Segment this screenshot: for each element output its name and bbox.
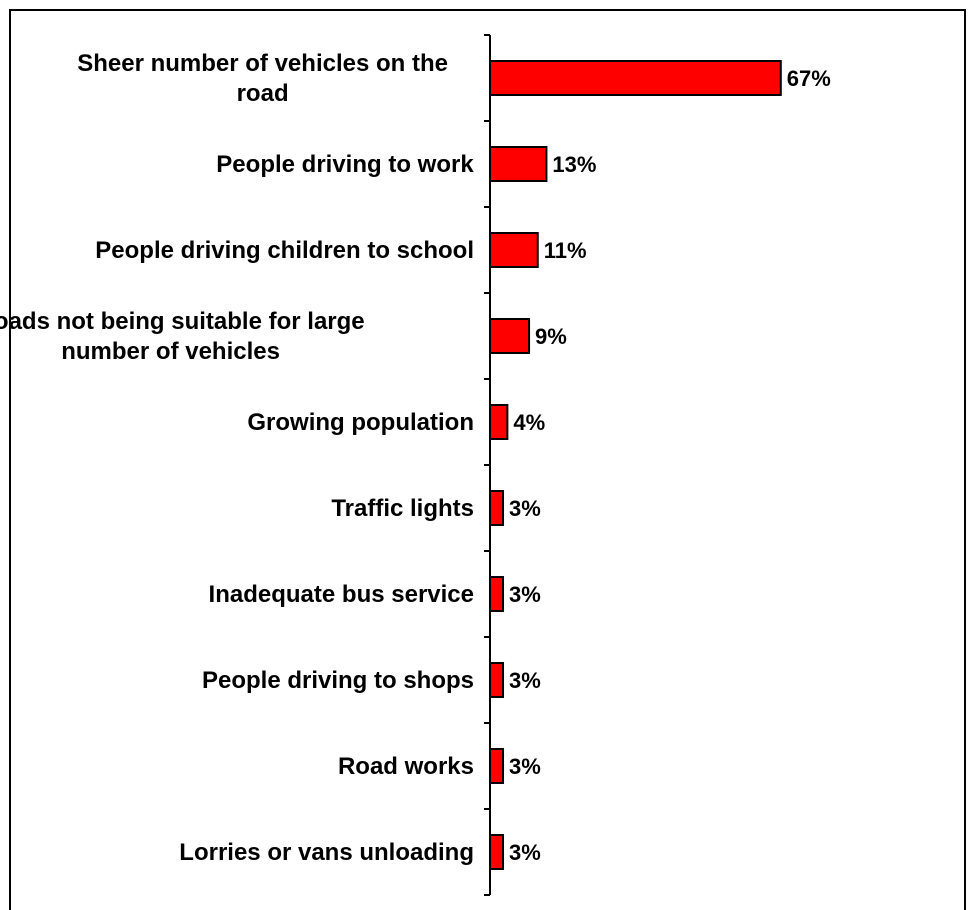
category-label-line: Growing population [247, 409, 474, 436]
category-label: Lorries or vans unloading [179, 839, 474, 866]
category-label: People driving children to school [95, 237, 474, 264]
category-label-line: number of vehicles [61, 338, 280, 365]
category-label: Road works [338, 753, 474, 780]
value-label: 3% [509, 496, 541, 521]
category-label: Growing population [247, 409, 474, 436]
category-label-line: Inadequate bus service [209, 581, 474, 608]
value-label: 3% [509, 754, 541, 779]
chart-frame [9, 9, 966, 910]
category-label: People driving to work [216, 151, 474, 178]
category-label: Inadequate bus service [209, 581, 474, 608]
bar [489, 404, 509, 440]
bars [489, 60, 782, 870]
value-label: 3% [509, 582, 541, 607]
value-label: 11% [544, 238, 587, 263]
category-label-line: People driving to work [216, 151, 474, 178]
value-label: 9% [535, 324, 567, 349]
bar [489, 60, 782, 96]
bar [489, 834, 505, 870]
value-label: 13% [552, 152, 596, 177]
category-label: Sheer number of vehicles on the road [77, 50, 448, 107]
value-label: 4% [513, 410, 545, 435]
bar [489, 490, 505, 526]
value-label: 3% [509, 840, 541, 865]
category-label-line: People driving to shops [202, 667, 474, 694]
value-labels: 67% 13% 11% 9% 4% 3% 3% 3% 3% 3% [509, 66, 831, 865]
category-label: Roads not being suitable for large number… [0, 308, 365, 365]
category-label-line: People driving children to school [95, 237, 474, 264]
category-label-line: Lorries or vans unloading [179, 839, 474, 866]
category-label-line: Traffic lights [331, 495, 474, 522]
category-label: People driving to shops [202, 667, 474, 694]
bar [489, 232, 539, 268]
bar [489, 576, 505, 612]
bar [489, 146, 548, 182]
category-label-line: Road works [338, 753, 474, 780]
value-label: 3% [509, 668, 541, 693]
category-label-line: road [237, 80, 289, 107]
category-label-line: Sheer number of vehicles on the [77, 50, 448, 77]
bar [489, 748, 505, 784]
bar [489, 662, 505, 698]
category-label: Traffic lights [331, 495, 474, 522]
value-label: 67% [787, 66, 831, 91]
category-label-line: Roads not being suitable for large [0, 308, 365, 335]
category-labels: Sheer number of vehicles on the road Peopl… [0, 50, 474, 866]
bar [489, 318, 531, 354]
